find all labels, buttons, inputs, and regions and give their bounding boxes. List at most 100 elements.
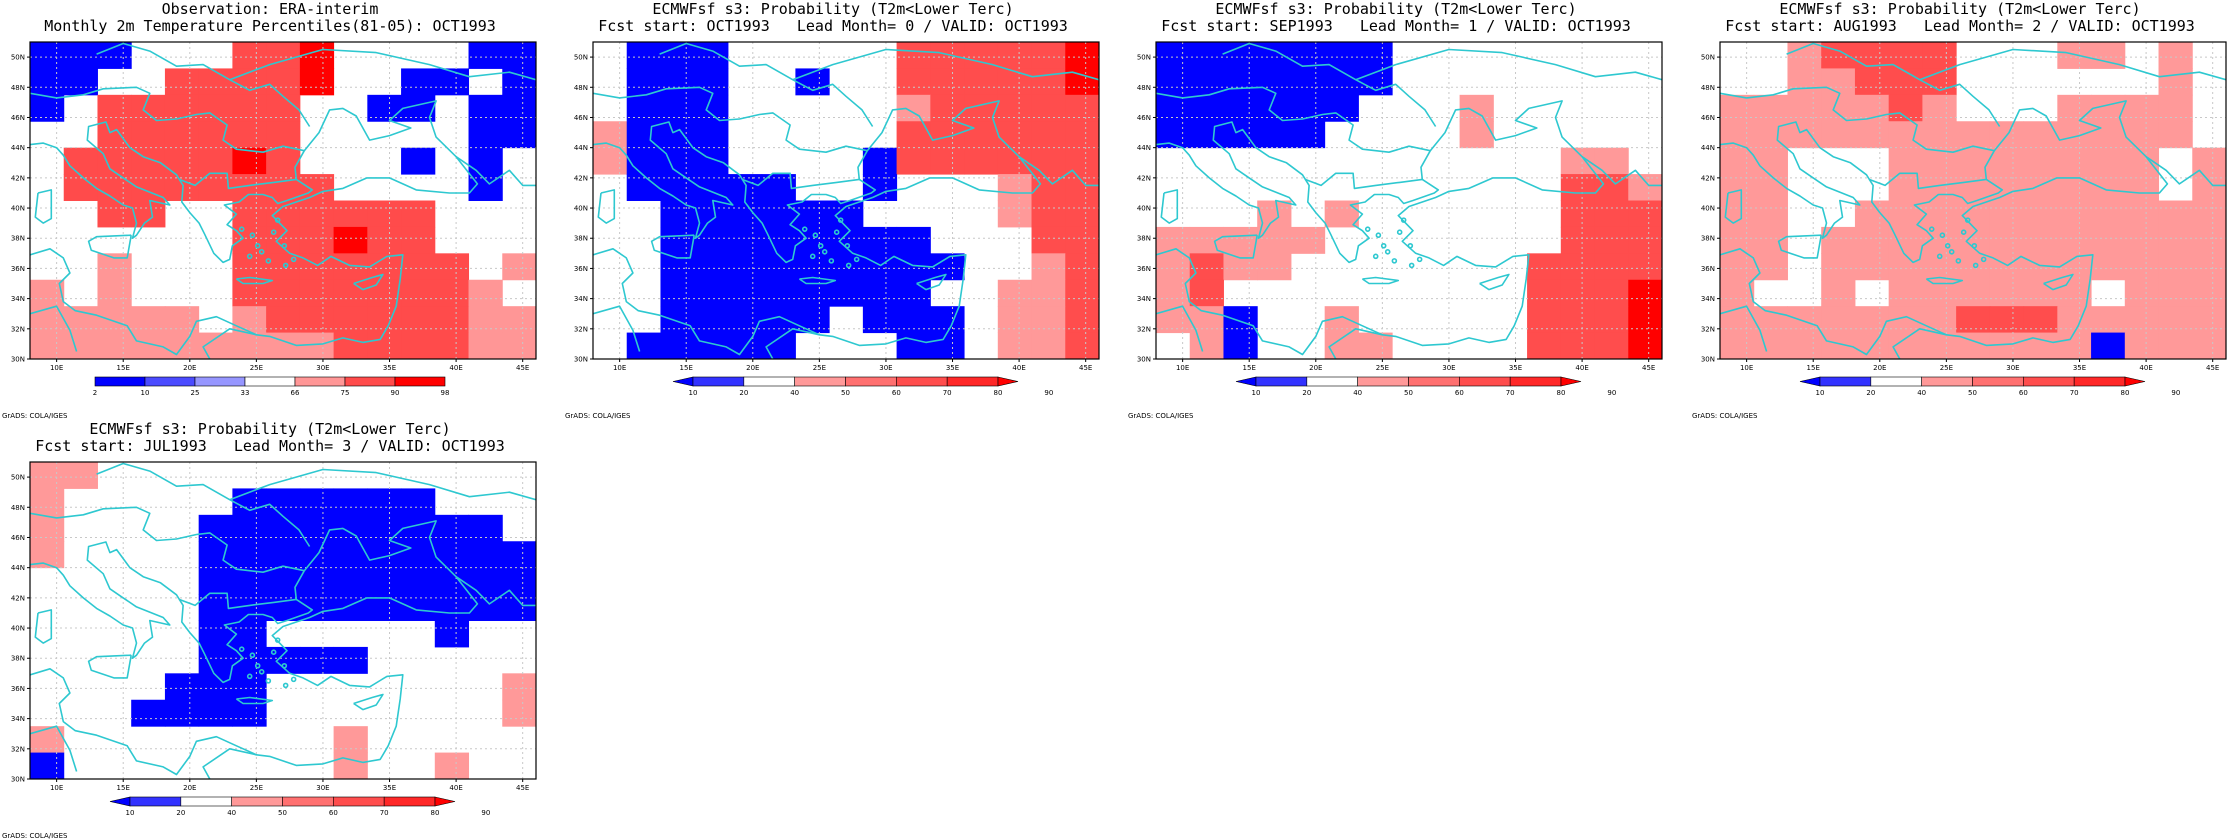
grid-cell	[1989, 200, 2025, 228]
lat-tick-label: 40N	[574, 205, 588, 213]
grid-cell	[1156, 279, 1191, 307]
grid-cell	[502, 594, 537, 621]
grid-cell	[30, 42, 65, 69]
colorbar-segment	[672, 376, 694, 387]
grid-cell	[266, 541, 301, 569]
colorbar-segment	[180, 796, 232, 807]
lon-tick-label: 45E	[1079, 364, 1092, 372]
grid-cell	[232, 673, 267, 701]
grid-cell	[232, 42, 267, 69]
grid-cell	[232, 200, 267, 228]
grid-cell	[1594, 147, 1629, 175]
grid-cell	[2124, 121, 2160, 149]
grid-cell	[2091, 226, 2126, 254]
grid-cell	[1922, 42, 1957, 69]
grid-cell	[2192, 147, 2227, 175]
grid-cell	[198, 147, 233, 175]
lat-tick-label: 30N	[1137, 356, 1151, 364]
colorbar-label: 40	[790, 389, 799, 397]
grads-footer: GrADS: COLA/IGES	[565, 412, 631, 420]
grid-cell	[2124, 279, 2160, 307]
grid-cell	[626, 147, 661, 175]
grid-cell	[164, 673, 200, 701]
grid-cell	[2091, 200, 2126, 228]
lat-tick-label: 46N	[1701, 114, 1715, 122]
lat-tick-label: 42N	[11, 594, 25, 602]
colorbar-segment	[231, 796, 283, 807]
coastlines	[1156, 42, 1662, 359]
grid-cell	[1290, 68, 1326, 96]
lat-tick-label: 40N	[1137, 205, 1151, 213]
grid-cell	[1065, 174, 1100, 201]
grid-cell	[1156, 253, 1191, 281]
lon-tick-label: 10E	[50, 364, 63, 372]
grid-cell	[896, 68, 931, 96]
colorbar: 10 20 40 50 60 70 80 90	[672, 376, 1053, 397]
grid-cell	[164, 121, 200, 149]
lon-tick-label: 35E	[2073, 364, 2086, 372]
colorbar-label: 70	[943, 389, 952, 397]
grid-cell	[626, 68, 661, 96]
grid-cell	[2023, 332, 2058, 360]
lon-tick-label: 45E	[516, 784, 529, 792]
grid-cell	[434, 620, 470, 648]
grid-cell	[1189, 279, 1224, 307]
colorbar-label: 70	[1506, 389, 1515, 397]
grid-cell	[502, 253, 537, 281]
grid-cell	[1989, 147, 2025, 175]
grid-cell	[131, 699, 166, 727]
lat-tick-label: 30N	[1701, 356, 1715, 364]
lat-tick-label: 46N	[11, 114, 25, 122]
grid-cell	[266, 68, 301, 96]
grid-cell	[367, 279, 402, 307]
grid-cell	[997, 68, 1033, 96]
grid-cell	[1290, 121, 1326, 149]
grid-cell	[367, 332, 402, 360]
lat-tick-label: 42N	[1701, 174, 1715, 182]
grid-cell	[997, 332, 1033, 360]
grid-cell	[2192, 174, 2227, 201]
grid-cell	[1065, 147, 1100, 175]
grid-cell	[2057, 42, 2092, 69]
lat-tick-label: 44N	[11, 564, 25, 572]
grid-cell	[1065, 42, 1100, 69]
grid-cell	[1031, 68, 1066, 96]
lat-tick-label: 38N	[1701, 235, 1715, 243]
grid-cell	[1753, 200, 1788, 228]
grid-cell	[1324, 68, 1359, 96]
lon-tick-label: 30E	[316, 784, 329, 792]
lat-tick-label: 50N	[1137, 54, 1151, 62]
grid-cell	[502, 42, 537, 69]
lat-tick-label: 48N	[1701, 84, 1715, 92]
grid-cell	[1888, 147, 1923, 175]
grid-cell	[2057, 279, 2092, 307]
colorbar-segment	[896, 376, 948, 387]
lat-tick-label: 34N	[574, 295, 588, 303]
colorbar-label: 75	[341, 389, 350, 397]
grid-cell	[502, 541, 537, 569]
grid-cell	[1358, 332, 1393, 360]
colorbar-segment	[1408, 376, 1460, 387]
grid-cell	[401, 200, 436, 228]
colorbar-label: 20	[739, 389, 748, 397]
grid-cell	[1594, 253, 1629, 281]
lat-tick-label: 40N	[11, 625, 25, 633]
grid-cell	[266, 488, 301, 516]
colorbar-segment	[1560, 376, 1582, 387]
grid-cell	[1753, 174, 1788, 201]
grid-cell	[232, 541, 267, 569]
graticule	[30, 42, 536, 359]
colorbar: 10 20 40 50 60 70 80 90	[1235, 376, 1616, 397]
grid-cell	[1223, 42, 1258, 69]
grid-cell	[593, 147, 628, 175]
grid-cell	[1628, 200, 1663, 228]
grid-cell	[2124, 332, 2160, 360]
grid-cell	[434, 752, 470, 780]
grid-cell	[198, 68, 233, 96]
colorbar-segment	[1819, 376, 1872, 387]
grid-cell	[468, 541, 503, 569]
grid-cell	[232, 121, 267, 149]
lon-tick-label: 40E	[449, 364, 462, 372]
grid-cell	[626, 174, 661, 201]
colorbar-label: 90	[481, 809, 490, 817]
